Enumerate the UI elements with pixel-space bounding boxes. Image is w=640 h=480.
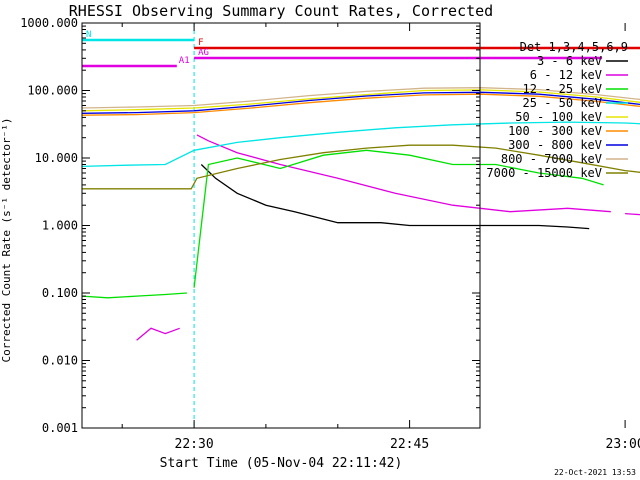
series-line-5-seg-0 [81, 93, 640, 116]
legend-label: 12 - 25 keV [523, 82, 602, 96]
y-tick-label: 0.100 [42, 286, 78, 300]
x-tick-label: 22:30 [175, 437, 214, 452]
status-flags: N FAG A1 [82, 30, 640, 68]
series-line-2-seg-0 [81, 292, 187, 299]
series-line-0-seg-0 [200, 164, 590, 230]
legend-title: Det 1,3,4,5,6,9 [520, 40, 628, 54]
legend-label: 100 - 300 keV [508, 124, 602, 138]
y-tick-label: 0.010 [42, 354, 78, 368]
chart-title: RHESSI Observing Summary Count Rates, Co… [69, 2, 493, 20]
flag-label-f: F [198, 38, 203, 48]
series-line-6-seg-0 [81, 91, 640, 114]
flag-label-n: N [86, 30, 91, 40]
y-tick-label: 10.000 [35, 151, 78, 165]
series-line-1-seg-0 [136, 327, 180, 341]
legend-label: 300 - 800 keV [508, 138, 602, 152]
series-line-4-seg-0 [81, 89, 640, 112]
series-line-8-seg-0 [82, 144, 640, 190]
flag-label-ag: AG [198, 48, 209, 58]
x-tick-label: 23:00 [606, 437, 640, 452]
legend-label: 50 - 100 keV [515, 110, 602, 124]
series-line-2-seg-1 [193, 149, 604, 288]
legend-label: 6 - 12 keV [530, 68, 602, 82]
y-tick-label: 1000.000 [20, 16, 78, 30]
axes: 0.001 0.010 0.100 1.000 10.000 100.000 1000.00… [20, 16, 640, 452]
legend-label: 800 - 7000 keV [501, 152, 602, 166]
y-tick-label: 1.000 [42, 219, 78, 233]
legend-label: 7000 - 15000 keV [486, 166, 602, 180]
x-tick-label: 22:45 [390, 437, 429, 452]
data-lines [81, 23, 640, 428]
legend-label: 3 - 6 keV [537, 54, 602, 68]
y-tick-label: 100.000 [27, 84, 78, 98]
flag-label-a1: A1 [179, 56, 190, 66]
x-axis-label: Start Time (05-Nov-04 22:11:42) [160, 456, 403, 471]
series-line-3-seg-0 [81, 121, 640, 168]
y-tick-label: 0.001 [42, 421, 78, 435]
series-line-7-seg-0 [81, 87, 640, 109]
legend-label: 25 - 50 keV [523, 96, 602, 110]
series-line-1-seg-1 [196, 134, 611, 213]
y-axis-label: Corrected Count Rate (s⁻¹ detector⁻¹) [0, 117, 13, 362]
plot-timestamp: 22-Oct-2021 13:53 [554, 468, 636, 477]
